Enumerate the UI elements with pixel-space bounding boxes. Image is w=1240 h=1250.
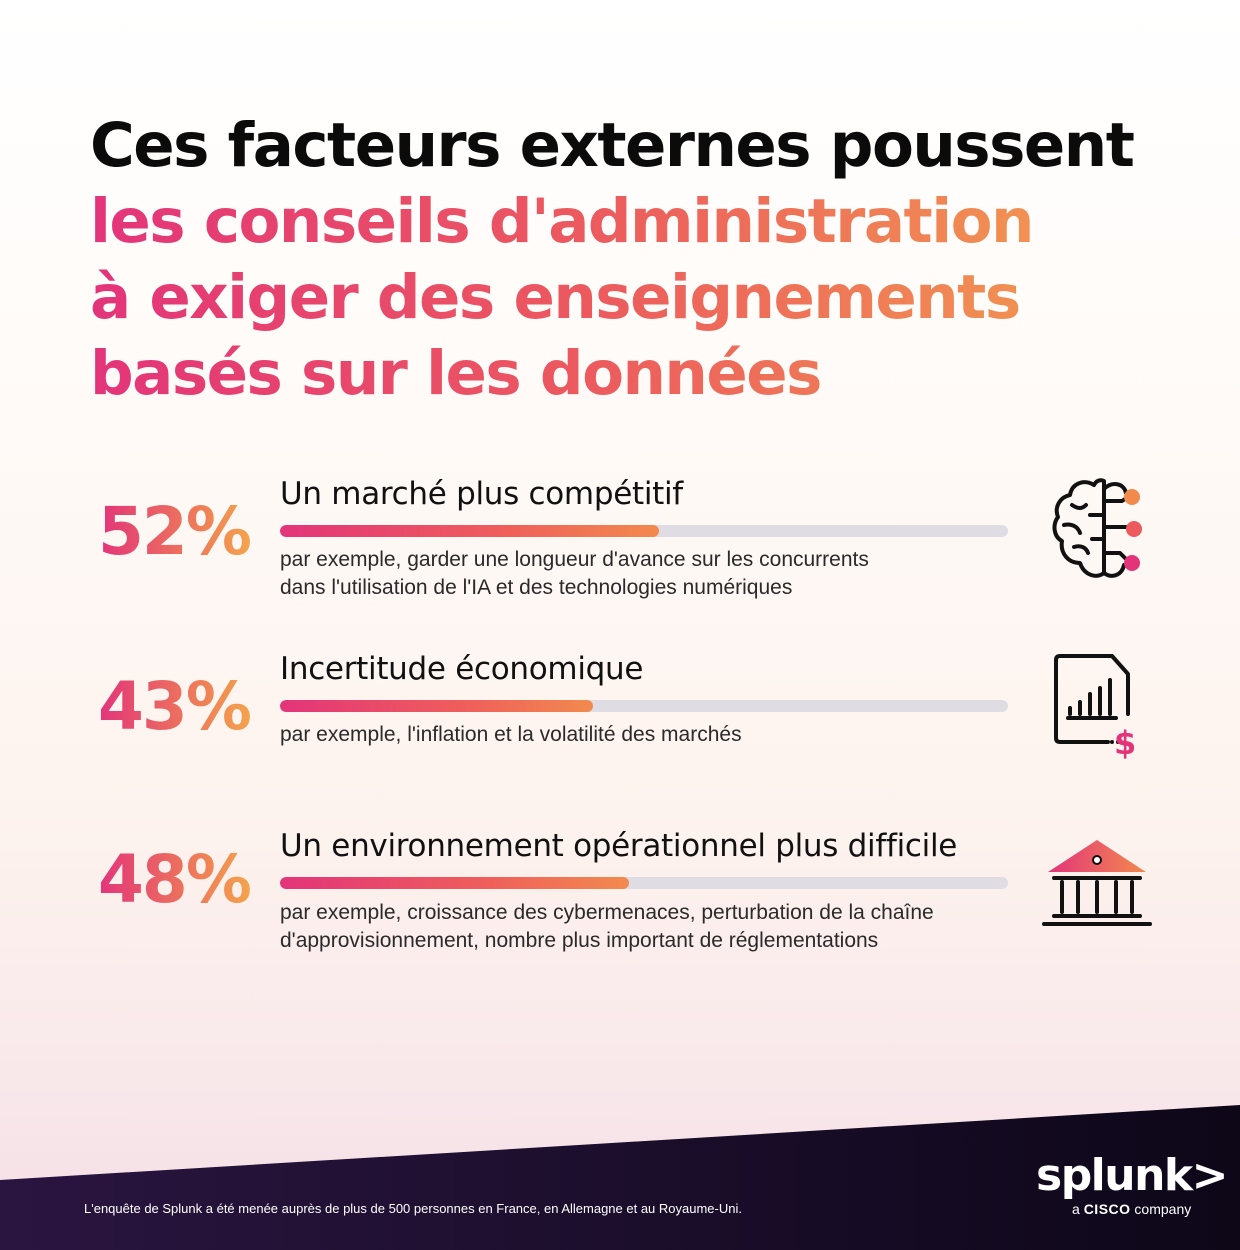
tagline-prefix: a — [1072, 1201, 1080, 1217]
item-description-2-line-1: par exemple, l'inflation et la volatilit… — [280, 723, 742, 746]
percent-label-1: 52% — [98, 493, 268, 570]
title-line-3: à exiger des enseignements — [90, 260, 1200, 336]
percent-label-3: 48% — [98, 841, 268, 918]
item-title-1: Un marché plus compétitif — [280, 476, 683, 512]
item-description-1-line-2: dans l'utilisation de l'IA et des techno… — [280, 576, 793, 599]
cisco-company-tagline: a CISCO company — [1072, 1201, 1191, 1217]
bar-track-2 — [280, 700, 1008, 712]
title-line-1: Ces facteurs externes poussent — [90, 110, 1135, 181]
splunk-logo: splunk> — [1036, 1150, 1229, 1201]
title-line-4: basés sur les données — [90, 336, 1200, 412]
tagline-suffix: company — [1134, 1201, 1192, 1217]
item-title-3: Un environnement opérationnel plus diffi… — [280, 828, 958, 864]
item-description-3-line-1: par exemple, croissance des cybermenaces… — [280, 901, 934, 924]
financial-report-icon: $ — [1054, 654, 1136, 760]
institution-building-icon — [1042, 840, 1152, 926]
item-description-1: par exemple, garder une longueur d'avanc… — [280, 546, 1020, 602]
cisco-brand: CISCO — [1083, 1201, 1131, 1217]
bar-fill-2 — [280, 700, 594, 712]
page-title: Ces facteurs externes poussent les conse… — [90, 108, 1200, 412]
brain-network-icon — [1052, 478, 1142, 578]
survey-footnote: L'enquête de Splunk a été menée auprès d… — [84, 1201, 742, 1216]
item-title-2: Incertitude économique — [280, 651, 644, 687]
item-description-1-line-1: par exemple, garder une longueur d'avanc… — [280, 548, 869, 571]
bar-track-1 — [280, 525, 1008, 537]
item-description-3: par exemple, croissance des cybermenaces… — [280, 899, 1020, 955]
title-line-2: les conseils d'administration — [90, 184, 1200, 260]
bar-fill-1 — [280, 525, 659, 537]
bar-track-3 — [280, 877, 1008, 889]
percent-label-2: 43% — [98, 668, 268, 745]
svg-text:$: $ — [1114, 724, 1136, 760]
item-description-2: par exemple, l'inflation et la volatilit… — [280, 721, 1020, 749]
bar-fill-3 — [280, 877, 630, 889]
item-description-3-line-2: d'approvisionnement, nombre plus importa… — [280, 929, 879, 952]
